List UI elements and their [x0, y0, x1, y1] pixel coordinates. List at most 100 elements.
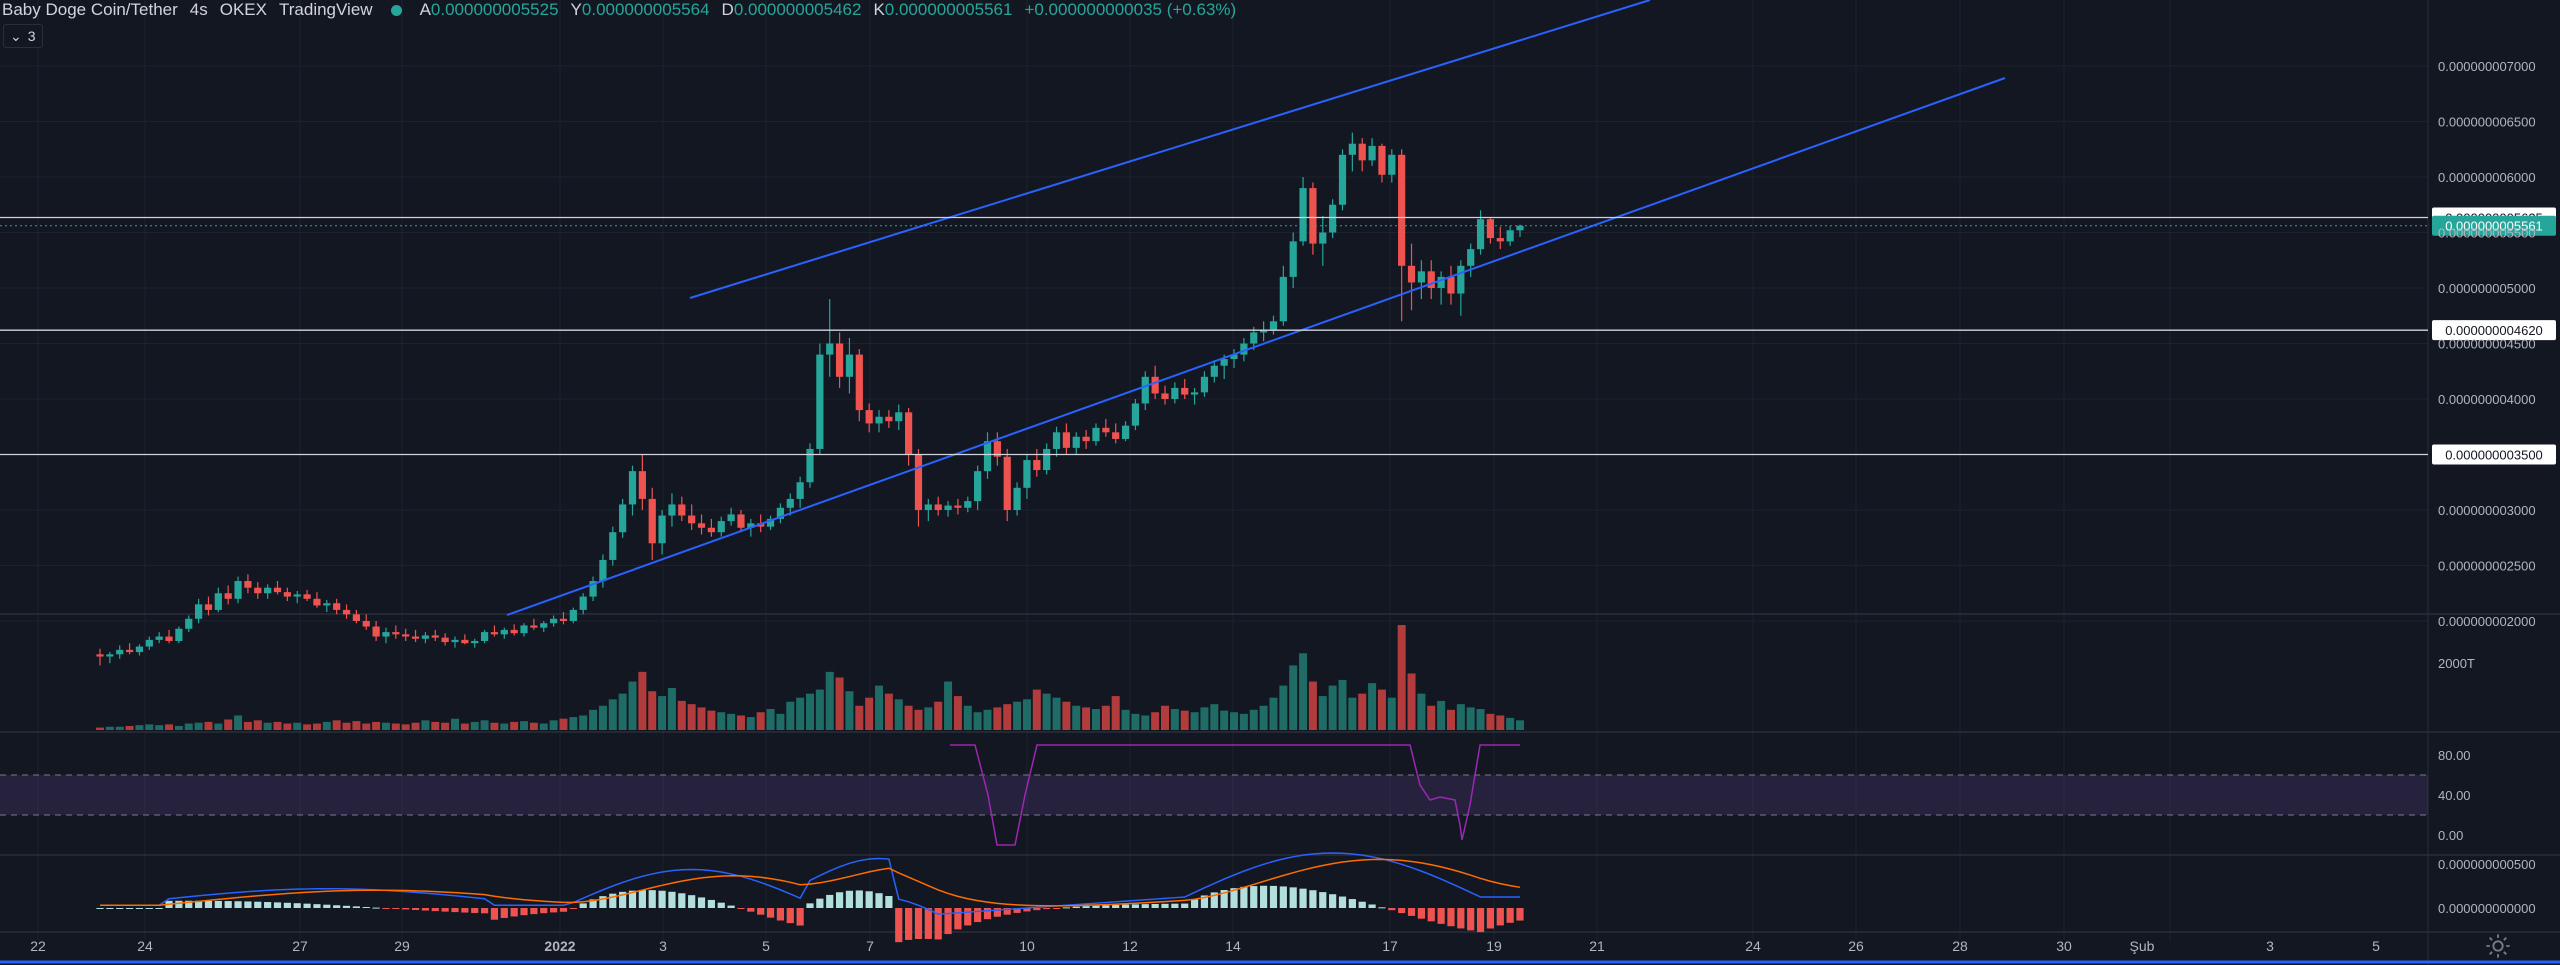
candle-body — [214, 593, 222, 610]
macd-histogram-bar — [619, 891, 627, 908]
macd-histogram-bar — [145, 908, 153, 909]
volume-bar — [687, 704, 696, 730]
candle-body — [411, 636, 420, 639]
volume-bar — [963, 705, 972, 730]
symbol-title[interactable]: Baby Doge Coin/Tether — [2, 0, 178, 19]
volume-bar — [1427, 705, 1436, 730]
volume-bar — [825, 671, 834, 730]
level-label: 0.000000003500 — [2445, 448, 2543, 463]
macd-histogram-bar — [1457, 908, 1465, 929]
candle-body — [1358, 143, 1366, 161]
candle-body — [1190, 392, 1199, 395]
interval-label[interactable]: 4s — [189, 0, 208, 19]
candle-body — [441, 637, 449, 643]
macd-histogram-bar — [727, 905, 735, 908]
candle-body — [116, 649, 124, 655]
volume-bar — [1308, 681, 1317, 730]
candle-body — [1457, 265, 1465, 294]
candle-body — [727, 514, 735, 522]
candle-body — [1388, 154, 1396, 175]
ohlc-low: D0.000000005462 — [721, 0, 862, 19]
candle-body — [145, 639, 153, 647]
candle-body — [510, 629, 518, 634]
level-label-box — [2432, 444, 2556, 465]
macd-histogram-bar — [638, 890, 646, 908]
candle-body — [323, 603, 331, 606]
macd-histogram-bar — [195, 900, 203, 908]
price-tick-label: 0.000000004500 — [2438, 337, 2536, 352]
macd-histogram-bar — [313, 904, 321, 908]
macd-tick-label: 0.000000000000 — [2438, 901, 2536, 916]
candle-body — [1506, 230, 1514, 242]
volume-bar — [1249, 709, 1258, 730]
volume-bar — [303, 724, 312, 730]
volume-bar — [796, 697, 805, 730]
candle-body — [234, 581, 242, 599]
macd-histogram-bar — [1161, 903, 1169, 908]
volume-bar — [1476, 709, 1485, 730]
macd-histogram-bar — [688, 895, 696, 908]
macd-histogram-bar — [1013, 908, 1021, 913]
candle-body — [1043, 448, 1051, 471]
macd-histogram-bar — [1043, 908, 1051, 910]
volume-bar — [835, 677, 844, 730]
macd-histogram-bar — [707, 899, 715, 908]
macd-tick-label: 0.000000000500 — [2438, 857, 2536, 872]
volume-bar — [243, 721, 252, 730]
time-tick-label: 24 — [137, 938, 153, 954]
macd-histogram-bar — [1348, 899, 1356, 908]
candle-body — [678, 504, 686, 516]
macd-histogram-bar — [668, 891, 676, 908]
macd-histogram-bar — [135, 908, 144, 909]
macd-histogram-bar — [835, 892, 844, 908]
volume-bar — [579, 715, 588, 730]
time-tick-label: Şub — [2130, 938, 2155, 954]
volume-bar — [1397, 625, 1406, 730]
volume-bar — [421, 720, 430, 730]
macd-histogram-bar — [352, 906, 360, 908]
candle-body — [974, 471, 982, 502]
volume-bar — [1161, 705, 1169, 730]
candle-body — [885, 416, 893, 422]
volume-bar — [1377, 689, 1386, 730]
candle-body — [934, 504, 942, 510]
indicator-toggle[interactable]: ⌄ 3 — [3, 24, 43, 48]
price-tick-label: 0.000000004000 — [2438, 392, 2536, 407]
macd-line — [100, 852, 1520, 915]
candle-body — [1407, 265, 1416, 283]
volume-bar — [638, 671, 647, 730]
candle-body — [826, 343, 834, 355]
macd-histogram-bar — [776, 908, 785, 921]
volume-bar — [431, 721, 440, 730]
gear-icon[interactable] — [2484, 932, 2512, 960]
macd-histogram-bar — [333, 905, 341, 908]
macd-histogram-bar — [559, 908, 568, 912]
macd-histogram-bar — [1082, 906, 1090, 908]
volume-bar — [1200, 707, 1209, 730]
candle-body — [924, 504, 932, 510]
candle-body — [244, 581, 252, 588]
volume-bar — [1042, 693, 1051, 730]
macd-histogram-bar — [323, 904, 331, 908]
time-tick-label: 12 — [1122, 938, 1138, 954]
volume-bar — [401, 724, 410, 730]
candle-body — [786, 498, 794, 508]
volume-bar — [224, 719, 233, 730]
volume-bar — [667, 688, 676, 730]
volume-bar — [1466, 707, 1475, 730]
volume-bar — [1230, 712, 1239, 730]
volume-bar — [1437, 700, 1446, 730]
volume-bar — [628, 681, 637, 730]
indicator-count: 3 — [27, 28, 36, 44]
candle-body — [1033, 460, 1041, 471]
volume-bar — [756, 712, 765, 730]
macd-histogram-bar — [1200, 895, 1209, 908]
macd-histogram-bar — [905, 908, 913, 940]
macd-histogram-bar — [293, 903, 301, 908]
candle-body — [579, 596, 587, 610]
volume-bar — [904, 705, 913, 730]
candle-body — [1476, 219, 1485, 250]
candle-body — [283, 592, 291, 597]
candle-body — [737, 514, 745, 528]
